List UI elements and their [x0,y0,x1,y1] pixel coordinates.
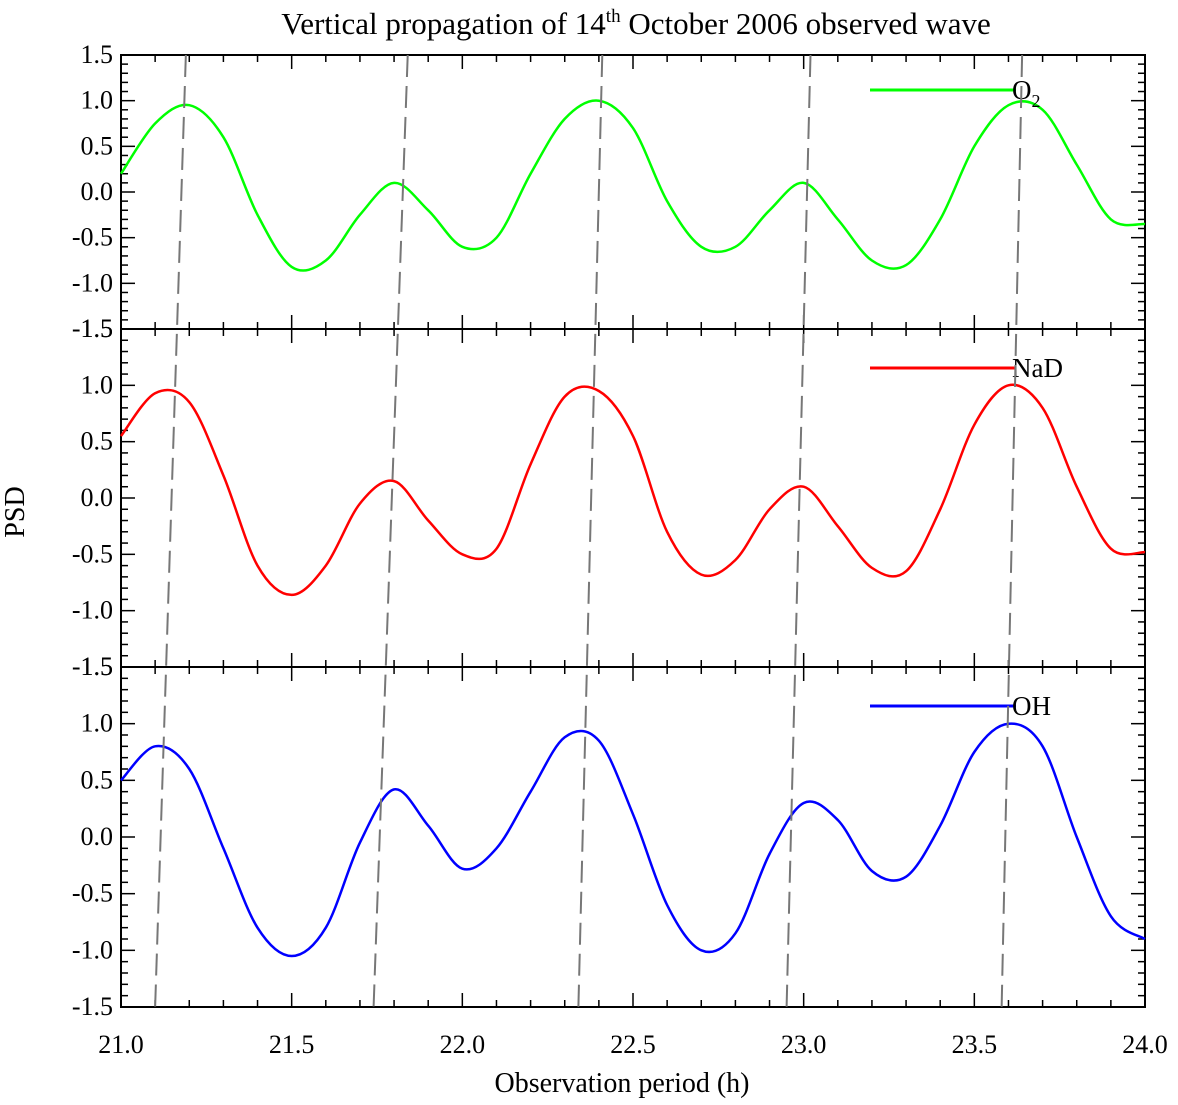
series-line-nad [120,383,1146,597]
y-tick-label: 1.0 [81,370,114,399]
y-axis-label: PSD [0,486,31,537]
y-tick-label: -0.5 [72,879,113,908]
x-tick-label: 21.0 [98,1030,144,1059]
phase-line [154,54,187,1008]
y-tick-label: 1.5 [81,652,114,681]
plot-frame [120,328,1146,668]
y-tick-label: -1.0 [72,596,113,625]
x-axis-label: Observation period (h) [494,1068,749,1099]
y-tick-label: -1.5 [72,652,113,681]
y-tick-label: -1.0 [72,268,113,297]
panel-o2: 1.5 1.0 0.5 0.0 -0.5 -1.0 -1.5 O2 [72,40,1146,343]
y-tick-label: -1.0 [72,935,113,964]
x-tick-labels: 21.0 21.5 22.0 22.5 23.0 23.5 24.0 [98,1030,1168,1059]
y-tick-label: -0.5 [72,539,113,568]
legend-label: OH [1012,691,1051,721]
series-line-o [119,99,1146,272]
y-tick-label: 1.5 [81,314,114,343]
phase-line [372,54,409,1008]
y-tick-label: 0.0 [81,483,114,512]
x-tick-label: 21.5 [269,1030,315,1059]
panel-oh: 1.5 1.0 0.5 0.0 -0.5 -1.0 -1.5 OH [72,652,1146,1021]
series-line-oh [120,722,1146,958]
y-tick-label: -0.5 [72,223,113,252]
y-tick-label: -1.5 [72,992,113,1021]
y-tick-label: 1.0 [81,709,114,738]
y-tick-label: 1.0 [81,86,114,115]
y-tick-label: -1.5 [72,314,113,343]
y-tick-label: 0.5 [81,427,114,456]
x-tick-label: 23.0 [781,1030,827,1059]
chart-title: Vertical propagation of 14th October 200… [281,6,990,41]
phase-line [785,54,812,1008]
x-tick-label: 23.5 [952,1030,998,1059]
phase-line [1000,54,1024,1008]
legend-label: NaD [1012,353,1063,383]
plot-frame [120,666,1146,1008]
phase-line [577,54,604,1008]
x-tick-label: 22.0 [440,1030,486,1059]
legend-label: O2 [1012,75,1041,111]
x-tick-label: 22.5 [610,1030,656,1059]
y-tick-label: 0.0 [81,177,114,206]
y-tick-label: 0.5 [81,765,114,794]
y-tick-label: 0.0 [81,822,114,851]
y-tick-label: 1.5 [81,40,114,69]
panel-nad: 1.5 1.0 0.5 0.0 -0.5 -1.0 -1.5 NaD [72,314,1146,681]
phase-lines [154,54,1024,1008]
x-tick-label: 24.0 [1122,1030,1168,1059]
plot-frame [120,54,1146,330]
y-tick-label: 0.5 [81,131,114,160]
